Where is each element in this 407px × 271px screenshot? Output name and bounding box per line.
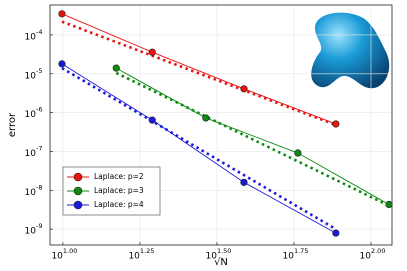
marker	[58, 10, 66, 18]
x-tick-exponent: 1.25	[140, 247, 154, 255]
legend-label: Laplace: p=2	[94, 172, 144, 181]
x-tick-label: 10	[128, 252, 140, 262]
reference-line	[115, 71, 390, 207]
marker	[332, 229, 340, 237]
legend-label: Laplace: p=4	[94, 200, 144, 209]
y-tick-exponent: -9	[36, 222, 42, 230]
y-tick-label: 10	[25, 188, 37, 198]
y-tick-label: 10	[25, 32, 37, 42]
marker	[148, 48, 156, 56]
marker	[148, 116, 156, 124]
marker	[332, 120, 340, 128]
series-line	[61, 63, 337, 234]
x-tick-exponent: 1.50	[217, 247, 231, 255]
x-tick-exponent: 1.00	[63, 247, 77, 255]
y-tick-exponent: -4	[36, 28, 42, 36]
series-line	[116, 67, 390, 205]
y-tick-label: 10	[25, 71, 37, 81]
x-tick-label: 10	[360, 252, 372, 262]
y-axis-label: error	[7, 112, 18, 137]
y-tick-exponent: -6	[36, 106, 42, 114]
x-tick-label: 10	[205, 252, 217, 262]
x-tick-exponent: 2.00	[371, 247, 385, 255]
y-tick-exponent: -8	[36, 183, 42, 191]
legend-marker	[73, 172, 83, 182]
reference-line	[61, 20, 337, 127]
shape-illustration	[311, 12, 390, 89]
marker	[240, 178, 248, 186]
legend-marker	[73, 186, 83, 196]
marker	[294, 149, 302, 157]
y-tick-exponent: -5	[36, 67, 42, 75]
x-tick-exponent: 1.75	[294, 247, 308, 255]
y-tick-label: 10	[25, 227, 37, 237]
legend-marker	[73, 200, 83, 210]
series-line	[61, 13, 337, 125]
x-axis-label: √N	[214, 257, 228, 268]
marker	[202, 114, 210, 122]
marker	[58, 60, 66, 68]
y-tick-label: 10	[25, 149, 37, 159]
marker	[240, 85, 248, 93]
legend-label: Laplace: p=3	[94, 186, 144, 195]
y-tick-label: 10	[25, 110, 37, 120]
y-tick-exponent: -7	[36, 144, 42, 152]
marker	[385, 200, 393, 209]
x-tick-label: 10	[51, 252, 63, 262]
reference-line	[61, 66, 337, 231]
marker	[112, 64, 120, 72]
x-tick-label: 10	[283, 252, 295, 262]
plot-frame	[49, 4, 393, 246]
